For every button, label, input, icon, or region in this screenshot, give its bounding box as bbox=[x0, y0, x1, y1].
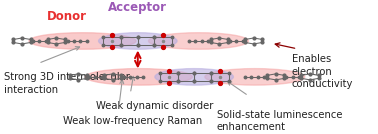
Text: Donor: Donor bbox=[46, 10, 87, 23]
Ellipse shape bbox=[85, 69, 192, 85]
Ellipse shape bbox=[29, 33, 136, 49]
Text: Enables
electron
conductivity: Enables electron conductivity bbox=[292, 54, 353, 89]
Ellipse shape bbox=[205, 69, 305, 85]
Text: Acceptor: Acceptor bbox=[108, 1, 167, 14]
Text: Weak dynamic disorder: Weak dynamic disorder bbox=[96, 101, 214, 111]
Text: Solid-state luminescence
enhancement: Solid-state luminescence enhancement bbox=[217, 110, 342, 132]
Text: Weak low-frequency Raman: Weak low-frequency Raman bbox=[63, 116, 202, 126]
Ellipse shape bbox=[155, 69, 233, 85]
Text: Strong 3D intermolecular
interaction: Strong 3D intermolecular interaction bbox=[5, 72, 130, 95]
Ellipse shape bbox=[99, 33, 177, 49]
Ellipse shape bbox=[149, 33, 248, 49]
